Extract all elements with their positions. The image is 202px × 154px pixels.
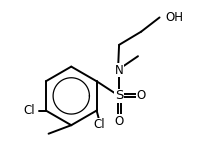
- Text: Cl: Cl: [93, 118, 105, 131]
- Text: S: S: [114, 89, 123, 102]
- Text: OH: OH: [164, 11, 182, 24]
- Text: N: N: [114, 64, 123, 77]
- Text: O: O: [114, 115, 123, 128]
- Text: Cl: Cl: [23, 104, 34, 117]
- Text: O: O: [136, 89, 145, 102]
